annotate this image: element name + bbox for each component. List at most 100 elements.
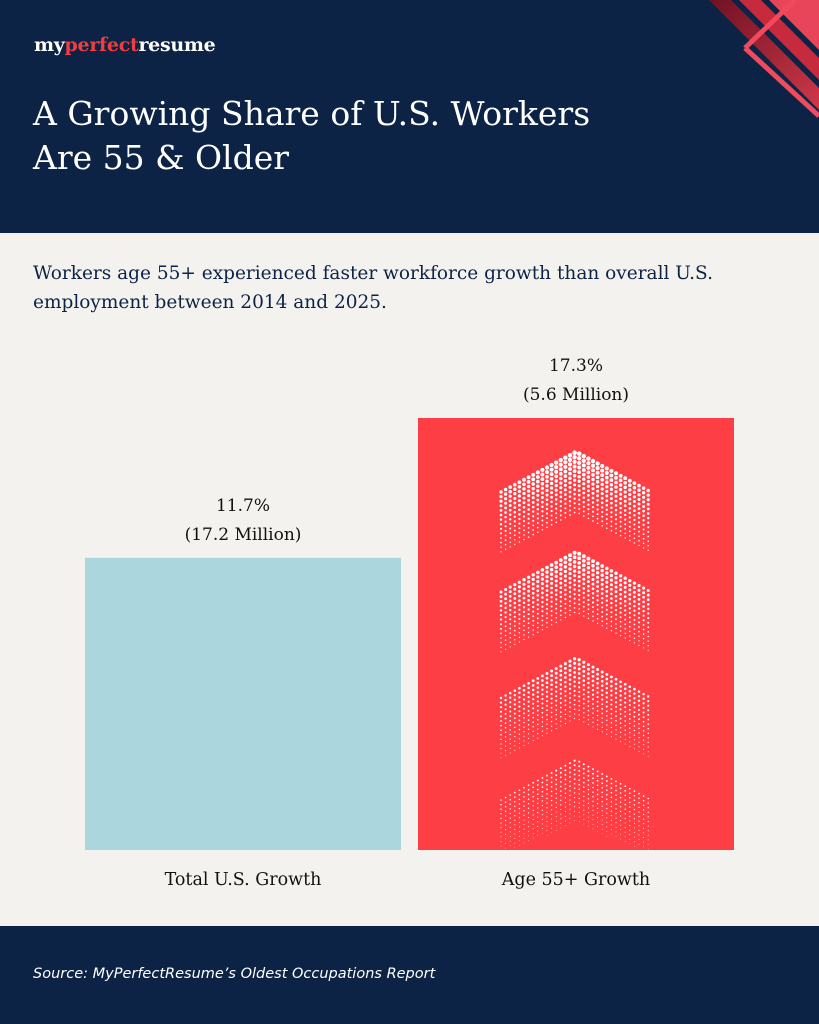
halftone-dot xyxy=(615,522,617,525)
halftone-dot xyxy=(597,817,599,818)
halftone-dot xyxy=(624,724,626,727)
halftone-dot xyxy=(605,682,609,685)
halftone-dot xyxy=(591,563,595,568)
halftone-dot xyxy=(555,830,557,831)
halftone-dot xyxy=(504,731,507,734)
halftone-dot xyxy=(632,581,637,585)
halftone-dot xyxy=(527,807,530,809)
halftone-dot xyxy=(518,522,521,525)
halftone-dot xyxy=(540,674,544,678)
halftone-dot xyxy=(540,491,544,495)
halftone-dot xyxy=(646,512,650,515)
halftone-dot xyxy=(583,615,585,617)
halftone-dot xyxy=(555,820,557,822)
halftone-dot xyxy=(610,782,613,785)
halftone-dot xyxy=(620,833,622,835)
halftone-dot xyxy=(564,593,567,596)
halftone-dot xyxy=(550,697,553,700)
halftone-dot xyxy=(614,599,618,603)
halftone-dot xyxy=(582,510,585,513)
halftone-dot xyxy=(554,498,558,501)
halftone-dot xyxy=(578,709,580,712)
halftone-dot xyxy=(642,725,645,728)
halftone-dot xyxy=(500,808,502,810)
halftone-dot xyxy=(518,622,521,625)
halftone-dot xyxy=(541,505,544,508)
halftone-dot xyxy=(646,507,650,511)
halftone-dot xyxy=(595,561,600,566)
chart-subtitle: Workers age 55+ experienced faster workf… xyxy=(33,263,713,313)
halftone-dot xyxy=(578,686,581,689)
halftone-dot xyxy=(537,821,539,823)
halftone-dot xyxy=(527,526,530,529)
halftone-dot xyxy=(629,801,631,804)
halftone-dot xyxy=(592,800,594,802)
halftone-dot xyxy=(509,541,511,544)
halftone-dot xyxy=(642,692,645,696)
halftone-dot xyxy=(546,517,548,520)
halftone-dot xyxy=(518,613,521,616)
halftone-dot xyxy=(624,720,627,722)
halftone-dot xyxy=(564,588,567,592)
halftone-dot xyxy=(574,820,575,821)
halftone-dot xyxy=(628,699,631,702)
halftone-dot xyxy=(615,785,617,787)
halftone-dot xyxy=(546,783,548,786)
halftone-dot xyxy=(623,485,627,490)
halftone-dot xyxy=(531,577,535,582)
halftone-dot xyxy=(606,798,608,801)
halftone-dot xyxy=(568,659,572,663)
halftone-dot xyxy=(563,483,567,487)
halftone-dot xyxy=(578,512,581,515)
halftone-dot xyxy=(522,487,526,491)
halftone-dot xyxy=(540,568,545,572)
halftone-dot xyxy=(632,495,636,499)
halftone-dot xyxy=(582,674,586,678)
halftone-dot xyxy=(554,465,559,470)
halftone-dot xyxy=(582,587,586,590)
halftone-dot xyxy=(577,489,581,492)
halftone-dot xyxy=(596,603,599,606)
halftone-dot xyxy=(628,602,632,605)
halftone-dot xyxy=(629,746,631,747)
halftone-dot xyxy=(504,592,508,596)
halftone-dot xyxy=(638,732,640,734)
halftone-dot xyxy=(572,450,577,455)
halftone-dot xyxy=(647,816,649,818)
halftone-dot xyxy=(610,819,612,821)
halftone-dot xyxy=(527,622,530,625)
halftone-dot xyxy=(532,605,535,609)
halftone-dot xyxy=(546,617,548,619)
halftone-dot xyxy=(554,667,558,671)
halftone-dot xyxy=(536,584,540,588)
halftone-dot xyxy=(558,472,563,476)
halftone-dot xyxy=(532,800,534,802)
halftone-dot xyxy=(569,790,571,792)
halftone-dot xyxy=(642,818,645,820)
halftone-dot xyxy=(595,480,600,484)
halftone-dot xyxy=(637,708,641,712)
halftone-dot xyxy=(550,577,554,581)
halftone-dot xyxy=(527,631,530,634)
halftone-dot xyxy=(633,604,636,608)
halftone-dot xyxy=(527,599,530,602)
halftone-dot xyxy=(605,508,608,511)
halftone-dot xyxy=(642,500,646,504)
halftone-dot xyxy=(596,714,599,717)
halftone-dot xyxy=(546,704,548,707)
halftone-dot xyxy=(578,802,580,804)
halftone-dot xyxy=(643,823,645,825)
halftone-dot xyxy=(596,575,600,579)
halftone-dot xyxy=(642,614,645,617)
category-label: Age 55+ Growth xyxy=(501,870,650,890)
halftone-dot xyxy=(536,677,540,680)
halftone-dot xyxy=(546,714,548,716)
halftone-dot xyxy=(513,592,517,596)
halftone-dot xyxy=(620,829,622,831)
halftone-dot xyxy=(629,811,631,813)
halftone-dot xyxy=(559,495,563,499)
halftone-dot xyxy=(527,695,530,699)
halftone-dot xyxy=(601,707,604,710)
halftone-dot xyxy=(596,677,599,681)
halftone-dot xyxy=(504,634,507,637)
